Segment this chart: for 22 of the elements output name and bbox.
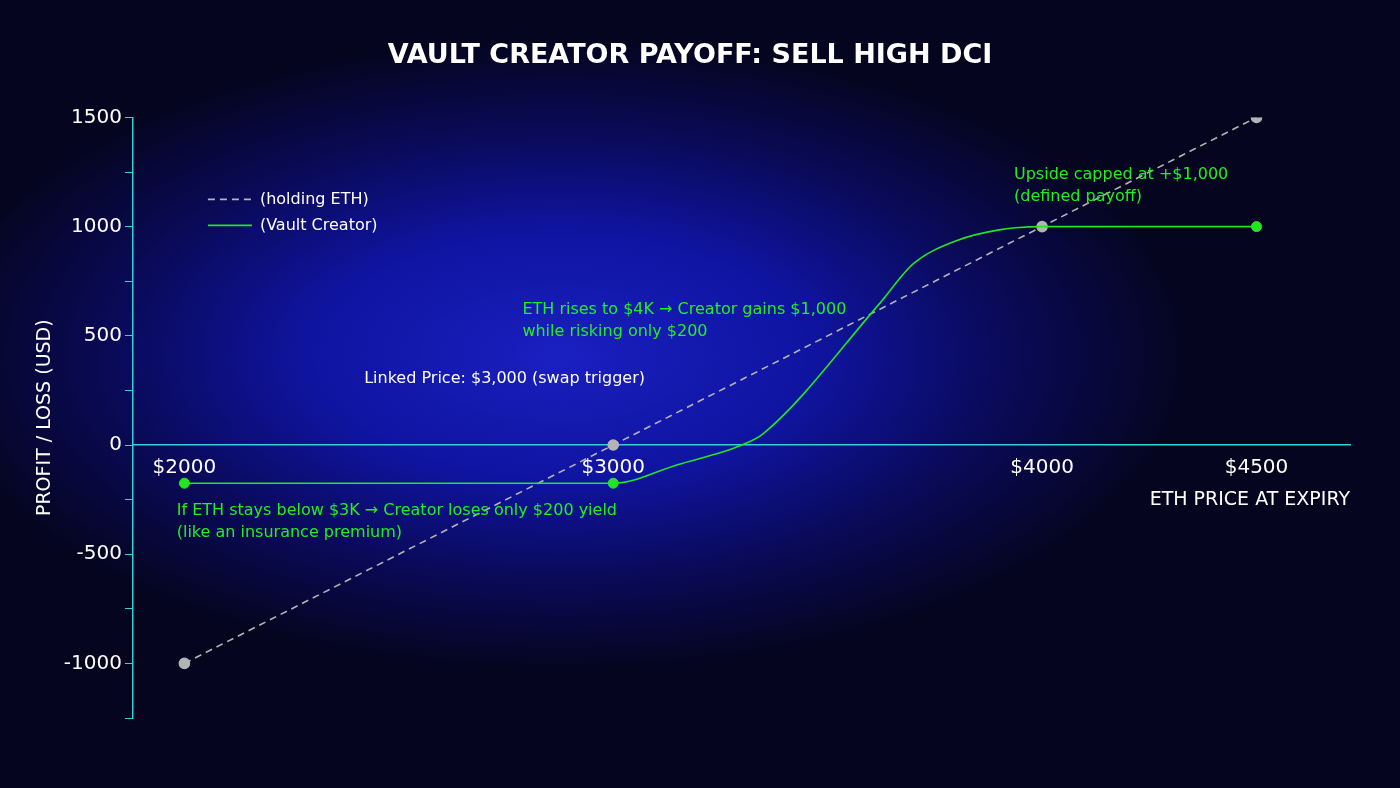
y-tick-label: -500 <box>76 540 122 565</box>
legend-label: (Vault Creator) <box>259 214 378 234</box>
x-tick-label: $3000 <box>581 454 646 479</box>
y-tick-label: 500 <box>83 322 122 346</box>
annotation: If ETH stays below $3K → Creator loses only $200 yield (like an insurance premium) <box>176 499 618 541</box>
y-tick-label: 1000 <box>71 212 122 237</box>
point <box>178 657 191 670</box>
y-tick-label: 1500 <box>71 103 122 128</box>
x-axis-title: ETH PRICE AT EXPIRY <box>1149 487 1351 510</box>
annotation: Linked Price: $3,000 (swap trigger) <box>364 367 646 387</box>
annotation: ETH rises to $4K → Creator gains $1,000 while risking only $200 <box>522 298 847 340</box>
x-tick-label: $4000 <box>1010 454 1074 479</box>
chart-title: VAULT CREATOR PAYOFF: SELL HIGH DCI <box>387 38 993 70</box>
y-tick-label: -1000 <box>63 649 122 674</box>
legend-label: (holding ETH) <box>259 188 369 208</box>
y-axis-title: PROFIT / LOSS (USD) <box>32 319 55 517</box>
point <box>607 439 620 451</box>
x-tick-label: $2000 <box>152 454 217 479</box>
y-tick-label: 0 <box>109 431 122 456</box>
x-tick-label: $4500 <box>1224 454 1289 479</box>
point <box>1251 221 1263 233</box>
point <box>178 477 190 489</box>
